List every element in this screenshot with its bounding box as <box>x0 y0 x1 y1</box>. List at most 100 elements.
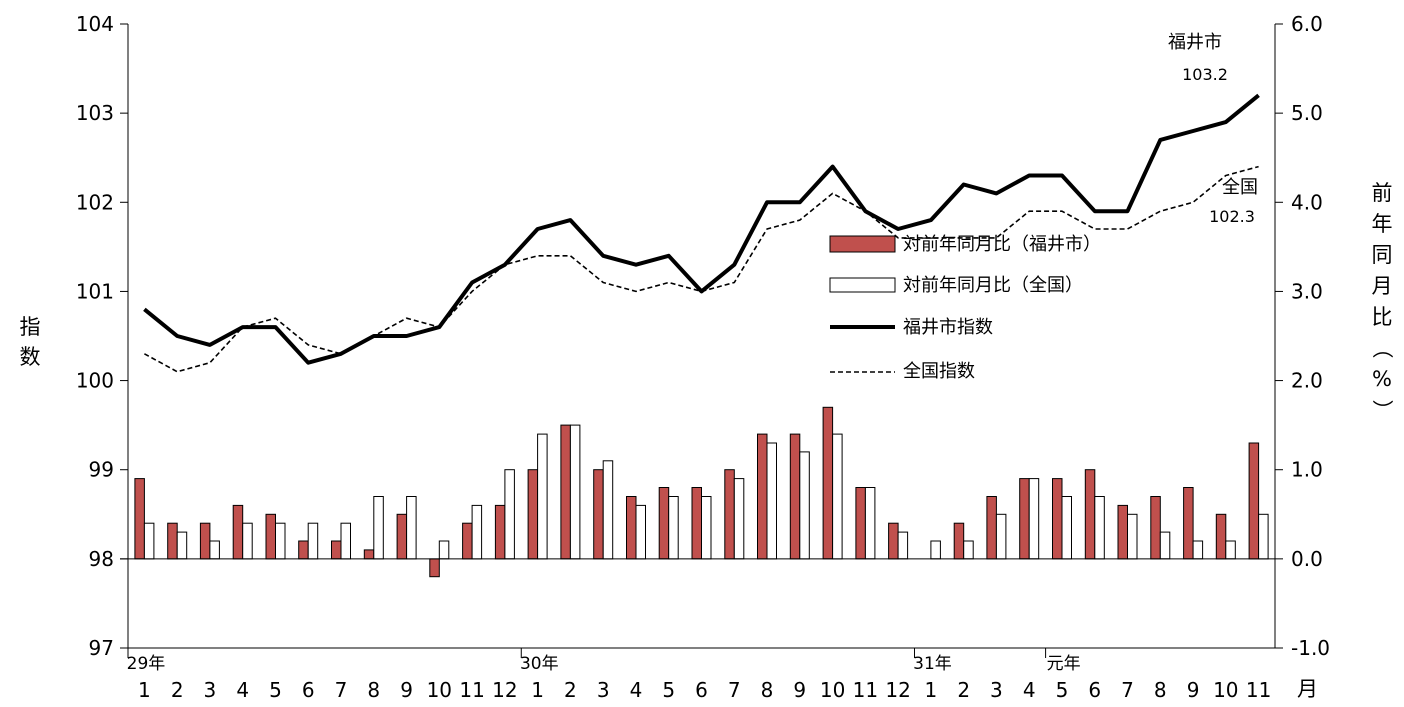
right-axis-title-char-1: 年 <box>1372 212 1393 236</box>
bar-zenkoku-3 <box>242 522 253 560</box>
bar-zenkoku-32 <box>1192 540 1204 560</box>
right-axis-title-char-0: 前 <box>1372 181 1393 205</box>
x-tick-label-24: 1 <box>925 678 938 702</box>
x-tick-label-21: 10 <box>820 678 845 702</box>
bar-fukui-11 <box>494 504 506 560</box>
bar-zenkoku-28 <box>1061 496 1072 560</box>
left-tick-label-4: 101 <box>76 279 114 303</box>
bar-fukui-19 <box>757 433 768 560</box>
bar-fukui-18 <box>724 469 735 560</box>
right-tick-label-5: 4.0 <box>1291 190 1323 214</box>
x-tick-label-32: 9 <box>1187 678 1200 702</box>
bar-zenkoku-25 <box>963 540 974 560</box>
x-tick-label-11: 12 <box>492 678 517 702</box>
x-tick-label-0: 1 <box>138 678 151 702</box>
bar-zenkoku-16 <box>668 496 679 560</box>
left-axis-title-char-1: 数 <box>20 345 41 369</box>
x-tick-label-1: 2 <box>171 678 184 702</box>
bar-fukui-34 <box>1248 442 1260 560</box>
x-tick-label-14: 3 <box>597 678 610 702</box>
bar-zenkoku-11 <box>504 469 515 560</box>
month-unit-label: 月 <box>1297 677 1318 701</box>
annotation-fukui-label: 福井市 <box>1168 32 1222 53</box>
left-tick-label-1: 98 <box>89 547 114 571</box>
bar-fukui-20 <box>789 433 801 560</box>
left-tick-label-5: 102 <box>76 190 114 214</box>
line-zenkoku-index <box>144 165 1259 373</box>
bar-zenkoku-8 <box>406 496 417 560</box>
bar-fukui-30 <box>1117 504 1128 560</box>
bar-fukui-27 <box>1019 478 1030 560</box>
x-tick-label-9: 10 <box>427 678 452 702</box>
x-tick-label-34: 11 <box>1246 678 1271 702</box>
bar-fukui-8 <box>396 513 408 560</box>
bar-zenkoku-24 <box>930 540 941 560</box>
legend: 対前年同月比（福井市） 対前年同月比（全国） 福井市指数 全国指数 <box>829 234 1101 382</box>
bar-zenkoku-0 <box>143 522 155 560</box>
bar-zenkoku-17 <box>701 496 712 560</box>
left-axis-title-char-0: 指 <box>20 315 41 339</box>
left-axis-title: 指数 <box>20 315 41 369</box>
x-tick-label-23: 12 <box>885 678 910 702</box>
right-tick-label-1: 0.0 <box>1291 547 1323 571</box>
year-label-0: 29年 <box>127 654 166 674</box>
x-tick-label-4: 5 <box>269 678 282 702</box>
x-tick-label-2: 3 <box>204 678 217 702</box>
bar-zenkoku-30 <box>1127 513 1138 560</box>
bar-fukui-1 <box>167 522 178 560</box>
right-axis-title-char-7: ） <box>1370 400 1394 421</box>
x-tick-label-8: 9 <box>400 678 413 702</box>
right-axis-title-char-5: （ <box>1370 338 1394 359</box>
bar-zenkoku-33 <box>1225 540 1236 560</box>
legend-label-zenkoku-line: 全国指数 <box>903 361 975 382</box>
annotation-zenkoku-value: 102.3 <box>1209 207 1255 226</box>
line-fukui-index <box>143 93 1260 365</box>
right-axis: -1.0 0.0 1.0 2.0 3.0 4.0 5.0 6.0 <box>1275 12 1330 660</box>
bar-fukui-3 <box>232 504 244 560</box>
lines-layer <box>143 93 1260 373</box>
annotation-zenkoku: 全国 102.3 <box>1209 177 1258 226</box>
year-label-1: 30年 <box>520 654 559 674</box>
bar-fukui-7 <box>363 549 375 560</box>
bar-zenkoku-6 <box>340 522 351 560</box>
legend-swatch-zenkoku-bar <box>829 277 896 293</box>
bar-fukui-31 <box>1150 496 1161 560</box>
x-tick-label-22: 11 <box>853 678 878 702</box>
bar-fukui-13 <box>560 424 571 560</box>
x-tick-label-3: 4 <box>236 678 249 702</box>
bar-zenkoku-31 <box>1159 531 1171 560</box>
right-axis-title-char-6: % <box>1372 367 1392 391</box>
bar-fukui-5 <box>298 540 309 560</box>
bar-fukui-15 <box>626 496 637 560</box>
x-tick-label-17: 6 <box>695 678 708 702</box>
bar-fukui-16 <box>658 487 670 560</box>
x-tick-label-31: 8 <box>1154 678 1167 702</box>
right-tick-label-0: -1.0 <box>1291 636 1330 660</box>
bar-fukui-0 <box>134 478 145 560</box>
right-axis-title: 前年同月比 （% ） <box>1370 181 1394 421</box>
bar-fukui-10 <box>462 522 473 560</box>
bar-zenkoku-2 <box>209 540 220 560</box>
left-tick-label-7: 104 <box>76 12 114 36</box>
bar-zenkoku-20 <box>799 451 810 560</box>
bar-fukui-25 <box>953 522 965 560</box>
bar-zenkoku-5 <box>307 522 319 560</box>
legend-label-fukui-line: 福井市指数 <box>903 317 993 338</box>
bar-zenkoku-34 <box>1258 513 1269 560</box>
bar-zenkoku-7 <box>373 496 384 560</box>
x-tick-label-15: 4 <box>630 678 643 702</box>
bar-zenkoku-15 <box>635 504 646 560</box>
x-tick-label-5: 6 <box>302 678 315 702</box>
left-tick-label-3: 100 <box>76 369 114 393</box>
right-axis-title-char-3: 月 <box>1372 274 1393 298</box>
x-tick-label-12: 1 <box>531 678 544 702</box>
bar-fukui-21 <box>822 406 834 560</box>
x-tick-label-20: 9 <box>793 678 806 702</box>
year-label-3: 元年 <box>1047 654 1081 674</box>
bar-fukui-6 <box>331 540 342 560</box>
bar-zenkoku-14 <box>602 460 614 560</box>
x-tick-label-13: 2 <box>564 678 577 702</box>
bar-zenkoku-22 <box>864 487 876 560</box>
x-tick-label-27: 4 <box>1023 678 1036 702</box>
